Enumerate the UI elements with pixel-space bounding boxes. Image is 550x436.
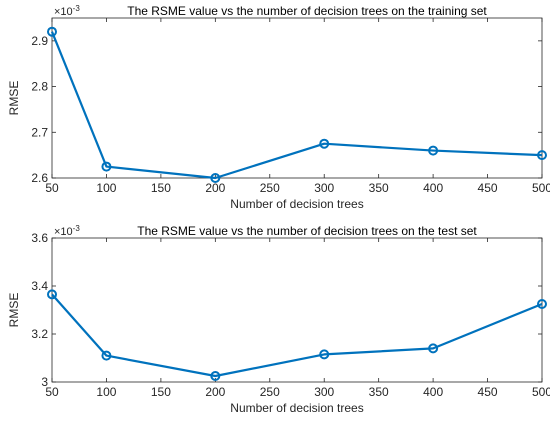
y-tick-label: 3 [41, 375, 48, 389]
x-tick-label: 400 [423, 385, 443, 399]
x-tick-label: 400 [423, 181, 443, 195]
plot-area [51, 17, 543, 179]
series-line [51, 293, 543, 378]
y-exponent-power: -3 [73, 4, 81, 13]
x-tick-label: 300 [314, 385, 334, 399]
data-point [101, 350, 112, 361]
y-exponent-label: ×10-3 [54, 4, 80, 19]
y-tick-label: 2.8 [31, 80, 48, 94]
plot-area [51, 237, 543, 383]
x-tick-label: 500 [532, 385, 550, 399]
x-tick-label: 450 [478, 385, 498, 399]
data-point [47, 289, 57, 300]
chart-title: The RSME value vs the number of decision… [127, 4, 487, 18]
y-tick-label: 3.4 [31, 279, 48, 293]
y-tick-label: 2.6 [31, 171, 48, 185]
x-tick-label: 150 [151, 385, 171, 399]
data-point [428, 343, 439, 354]
chart-training-set: 50 100 150 200 250 300 350 400 450 500 2.6 2.7 2.8 2.… [7, 4, 550, 212]
y-tick-label: 3.6 [31, 231, 48, 245]
x-tick-label: 350 [369, 181, 389, 195]
data-point [210, 371, 221, 381]
y-tick-label: 2.9 [31, 34, 48, 48]
x-tick-label: 250 [260, 181, 280, 195]
y-exponent-base: ×10 [54, 226, 73, 238]
x-tick-label: 100 [96, 385, 116, 399]
y-exponent-label: ×10-3 [54, 224, 80, 239]
y-tick-label: 2.7 [31, 125, 48, 139]
x-tick-label: 50 [45, 181, 59, 195]
data-point [428, 145, 439, 156]
x-tick-label: 200 [205, 181, 225, 195]
x-tick-label: 50 [45, 385, 59, 399]
data-point [537, 150, 547, 161]
data-point [210, 173, 221, 183]
x-tick-label: 250 [260, 385, 280, 399]
data-point [47, 26, 57, 37]
x-tick-label: 200 [205, 385, 225, 399]
x-tick-label: 350 [369, 385, 389, 399]
y-axis-label: RMSE [7, 81, 21, 116]
x-tick-label: 450 [478, 181, 498, 195]
y-axis-label: RMSE [7, 293, 21, 328]
data-point [319, 349, 330, 360]
x-axis-label: Number of decision trees [230, 401, 363, 415]
series-line [50, 31, 543, 180]
y-tick-label: 3.2 [31, 327, 48, 341]
data-point [101, 161, 112, 172]
x-tick-label: 300 [314, 181, 334, 195]
y-exponent-power: -3 [73, 224, 81, 233]
x-tick-label: 500 [532, 181, 550, 195]
chart-test-set: 50 100 150 200 250 300 350 400 450 500 3 3.2 3.4 3.6 ×… [7, 224, 550, 416]
x-tick-label: 150 [151, 181, 171, 195]
x-axis-label: Number of decision trees [230, 197, 363, 211]
data-point [319, 138, 330, 149]
data-point [537, 299, 547, 309]
y-exponent-base: ×10 [54, 6, 73, 18]
x-tick-label: 100 [96, 181, 116, 195]
chart-title: The RSME value vs the number of decision… [137, 224, 477, 238]
